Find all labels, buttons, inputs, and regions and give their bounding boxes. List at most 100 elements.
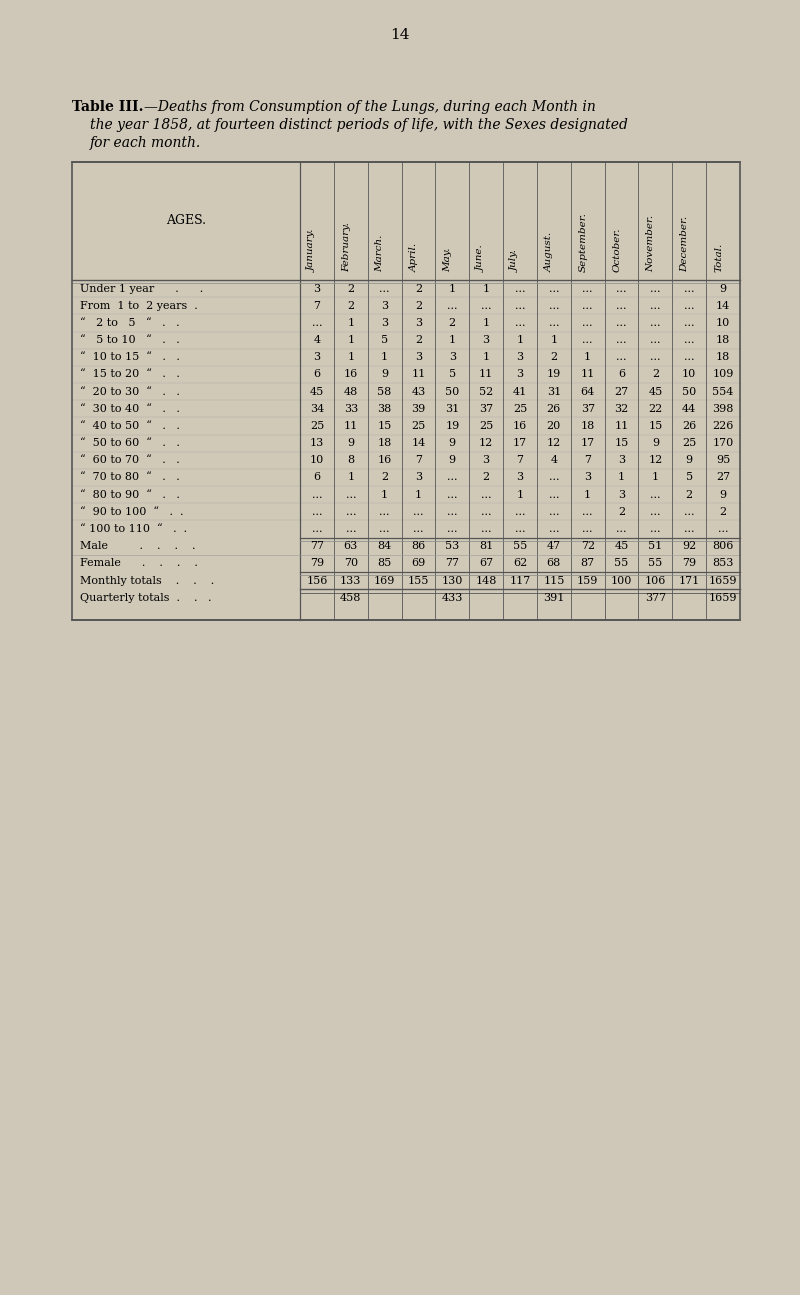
Text: 1: 1 (449, 335, 456, 344)
Text: ...: ... (650, 490, 661, 500)
Text: ...: ... (312, 524, 322, 534)
Text: ...: ... (684, 524, 694, 534)
Text: 37: 37 (479, 404, 494, 414)
Text: May.: May. (443, 247, 452, 272)
Text: 79: 79 (682, 558, 696, 569)
Text: ...: ... (616, 524, 626, 534)
Text: 6: 6 (314, 369, 321, 379)
Text: 14: 14 (390, 28, 410, 41)
Text: 3: 3 (314, 284, 321, 294)
Text: ...: ... (650, 319, 661, 328)
Text: 2: 2 (381, 473, 388, 483)
Text: 115: 115 (543, 575, 565, 585)
Text: 95: 95 (716, 456, 730, 465)
Text: 79: 79 (310, 558, 324, 569)
Text: ...: ... (549, 300, 559, 311)
Text: 43: 43 (411, 387, 426, 396)
Text: 1: 1 (449, 284, 456, 294)
Text: 18: 18 (716, 352, 730, 363)
Text: April.: April. (410, 243, 418, 272)
Text: 25: 25 (513, 404, 527, 414)
Text: 156: 156 (306, 575, 328, 585)
Text: From  1 to  2 years  .: From 1 to 2 years . (80, 300, 198, 311)
Text: 2: 2 (347, 300, 354, 311)
Text: 5: 5 (686, 473, 693, 483)
Text: 72: 72 (581, 541, 594, 552)
Text: 53: 53 (445, 541, 459, 552)
Text: 3: 3 (517, 369, 523, 379)
Text: 3: 3 (314, 352, 321, 363)
Text: “  20 to 30  “   .   .: “ 20 to 30 “ . . (80, 387, 180, 396)
Text: 38: 38 (378, 404, 392, 414)
Text: 1: 1 (618, 473, 625, 483)
Text: ...: ... (650, 300, 661, 311)
Text: 16: 16 (513, 421, 527, 431)
Text: ...: ... (616, 284, 626, 294)
Text: 171: 171 (678, 575, 700, 585)
Text: ...: ... (346, 524, 356, 534)
Text: ...: ... (379, 506, 390, 517)
Text: 130: 130 (442, 575, 463, 585)
Text: ...: ... (684, 335, 694, 344)
Text: “  70 to 80  “   .   .: “ 70 to 80 “ . . (80, 473, 180, 483)
Text: 26: 26 (682, 421, 696, 431)
Text: 398: 398 (712, 404, 734, 414)
Text: 33: 33 (344, 404, 358, 414)
Text: ...: ... (616, 335, 626, 344)
Text: 8: 8 (347, 456, 354, 465)
Text: 45: 45 (648, 387, 662, 396)
Text: 3: 3 (449, 352, 456, 363)
Text: 1: 1 (381, 352, 388, 363)
Text: 11: 11 (344, 421, 358, 431)
Text: 11: 11 (411, 369, 426, 379)
Text: 48: 48 (344, 387, 358, 396)
Text: ...: ... (582, 524, 593, 534)
Text: 2: 2 (482, 473, 490, 483)
Text: 14: 14 (411, 438, 426, 448)
Text: 806: 806 (712, 541, 734, 552)
Text: Under 1 year      .      .: Under 1 year . . (80, 284, 203, 294)
Text: ...: ... (312, 319, 322, 328)
Text: 3: 3 (482, 335, 490, 344)
Text: ...: ... (549, 506, 559, 517)
Text: 10: 10 (310, 456, 324, 465)
Text: 25: 25 (310, 421, 324, 431)
Text: 9: 9 (652, 438, 659, 448)
Text: 55: 55 (648, 558, 662, 569)
Text: 1: 1 (482, 319, 490, 328)
Text: 1: 1 (482, 352, 490, 363)
Text: 44: 44 (682, 404, 696, 414)
Text: ...: ... (312, 506, 322, 517)
Text: 133: 133 (340, 575, 362, 585)
Text: “  90 to 100  “   .  .: “ 90 to 100 “ . . (80, 506, 183, 517)
Text: October.: October. (613, 228, 622, 272)
Text: 1: 1 (517, 335, 523, 344)
Text: ...: ... (684, 506, 694, 517)
Text: ...: ... (379, 284, 390, 294)
Text: “  60 to 70  “   .   .: “ 60 to 70 “ . . (80, 456, 180, 465)
Text: 92: 92 (682, 541, 696, 552)
Text: 1659: 1659 (709, 575, 738, 585)
Text: “ 100 to 110  “   .  .: “ 100 to 110 “ . . (80, 524, 187, 534)
Text: 3: 3 (584, 473, 591, 483)
Text: 63: 63 (344, 541, 358, 552)
Text: 1659: 1659 (709, 593, 738, 602)
Text: ...: ... (582, 284, 593, 294)
Text: ...: ... (549, 284, 559, 294)
Text: 27: 27 (614, 387, 629, 396)
Text: 37: 37 (581, 404, 594, 414)
Text: December.: December. (680, 216, 690, 272)
Text: ...: ... (684, 319, 694, 328)
Text: AGES.: AGES. (166, 215, 206, 228)
Text: 11: 11 (581, 369, 595, 379)
Text: ...: ... (582, 335, 593, 344)
Text: 34: 34 (310, 404, 324, 414)
Text: 62: 62 (513, 558, 527, 569)
Text: ...: ... (582, 506, 593, 517)
Text: ...: ... (481, 490, 491, 500)
Text: 2: 2 (449, 319, 456, 328)
Text: 17: 17 (581, 438, 594, 448)
Text: 2: 2 (686, 490, 693, 500)
Text: 32: 32 (614, 404, 629, 414)
Text: 433: 433 (442, 593, 463, 602)
